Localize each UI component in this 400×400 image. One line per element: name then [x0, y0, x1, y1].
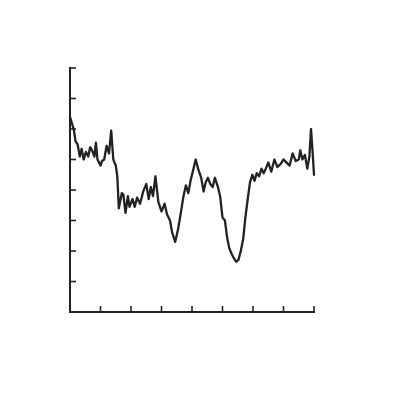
axis-ticks — [70, 68, 314, 312]
series-line — [70, 117, 314, 262]
axes — [70, 68, 314, 312]
series-group — [70, 117, 314, 262]
